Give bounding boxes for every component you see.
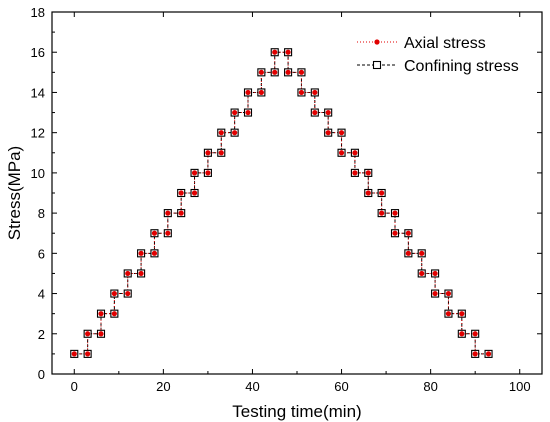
legend-axial-marker	[374, 39, 380, 45]
axial-stress-point	[419, 250, 425, 256]
x-tick-label: 100	[509, 379, 531, 394]
axial-stress-point	[365, 170, 371, 176]
plot-frame	[51, 11, 543, 375]
axial-stress-point	[472, 331, 478, 337]
axial-stress-point	[218, 150, 224, 156]
axial-stress-point	[98, 311, 104, 317]
axial-stress-point	[298, 69, 305, 75]
axial-stress-point	[165, 230, 171, 236]
axial-stress-point	[419, 270, 425, 277]
axial-stress-point	[205, 150, 211, 156]
x-tick-label: 20	[156, 379, 170, 394]
axial-stress-point	[352, 170, 358, 176]
confining-stress-line	[74, 51, 489, 355]
axial-stress-point	[325, 130, 331, 136]
x-tick-label: 80	[423, 379, 437, 394]
axial-stress-point	[272, 69, 278, 75]
axial-stress-point	[298, 89, 305, 96]
axial-stress-point	[85, 331, 91, 337]
axial-stress-point	[125, 270, 131, 277]
axial-stress-point	[232, 130, 238, 136]
y-tick-label: 14	[31, 85, 45, 100]
axial-stress-point	[392, 210, 398, 216]
y-tick-label: 2	[38, 327, 45, 342]
y-tick-label: 0	[38, 367, 45, 382]
y-tick-label: 18	[31, 5, 45, 20]
axial-stress-point	[191, 190, 198, 196]
axial-stress-point	[245, 89, 251, 96]
axial-stress-point	[405, 230, 411, 236]
axial-stress-point	[98, 331, 104, 337]
axial-stress-point	[472, 351, 478, 357]
axial-stress-point	[325, 109, 331, 116]
axial-stress-point	[218, 130, 224, 136]
axial-stress-point	[392, 230, 398, 236]
axial-stress-point	[285, 49, 291, 55]
axial-stress-point	[138, 250, 144, 256]
axial-stress-point	[432, 290, 438, 297]
axial-stress-point	[245, 109, 251, 116]
axial-stress-point	[258, 69, 264, 75]
axial-stress-point	[85, 351, 91, 357]
axial-stress-point	[485, 351, 492, 357]
axial-stress-point	[191, 170, 198, 176]
axial-stress-point	[258, 89, 264, 96]
axial-stress-point	[111, 290, 117, 297]
axial-stress-point	[338, 150, 345, 156]
y-tick-label: 6	[38, 246, 45, 261]
axial-stress-point	[71, 351, 77, 357]
axial-stress-point	[232, 109, 238, 116]
axial-stress-point	[432, 270, 438, 277]
axial-stress-point	[178, 210, 184, 216]
axial-stress-point	[125, 290, 131, 297]
axial-stress-point	[459, 311, 465, 317]
axial-stress-point	[379, 210, 385, 216]
axial-stress-point	[445, 290, 452, 297]
legend: Axial stress Confining stress	[357, 35, 519, 75]
y-tick-label: 10	[31, 166, 45, 181]
axial-stress-point	[405, 250, 411, 256]
axial-stress-point	[151, 230, 158, 236]
y-tick-label: 12	[31, 126, 45, 141]
axial-stress-point	[178, 190, 184, 196]
axial-stress-point	[352, 150, 358, 156]
legend-confining-label: Confining stress	[404, 58, 519, 75]
y-tick-label: 16	[31, 45, 45, 60]
axial-stress-line	[74, 51, 489, 355]
axial-stress-point	[165, 210, 171, 216]
x-tick-label: 0	[71, 379, 78, 394]
axial-stress-point	[285, 69, 291, 75]
axial-stress-point	[312, 89, 318, 96]
x-tick-label: 60	[334, 379, 348, 394]
axial-stress-point	[205, 170, 211, 176]
axial-stress-point	[365, 190, 371, 196]
y-tick-label: 4	[38, 287, 45, 302]
axial-stress-point	[272, 49, 278, 55]
x-tick-label: 40	[245, 379, 259, 394]
y-tick-label: 8	[38, 206, 45, 221]
axial-stress-point	[111, 311, 117, 317]
legend-confining-marker	[372, 60, 382, 70]
legend-axial-label: Axial stress	[404, 35, 486, 52]
axial-stress-point	[138, 270, 144, 277]
axial-stress-point	[338, 130, 345, 136]
axial-stress-point	[459, 331, 465, 337]
axial-stress-point	[379, 190, 385, 196]
y-axis-title: Stress(MPa)	[5, 146, 24, 240]
axial-stress-point	[445, 311, 452, 317]
series-layer	[70, 48, 493, 358]
axial-stress-point	[312, 109, 318, 116]
x-axis-title: Testing time(min)	[232, 402, 361, 421]
axial-stress-point	[151, 250, 158, 256]
